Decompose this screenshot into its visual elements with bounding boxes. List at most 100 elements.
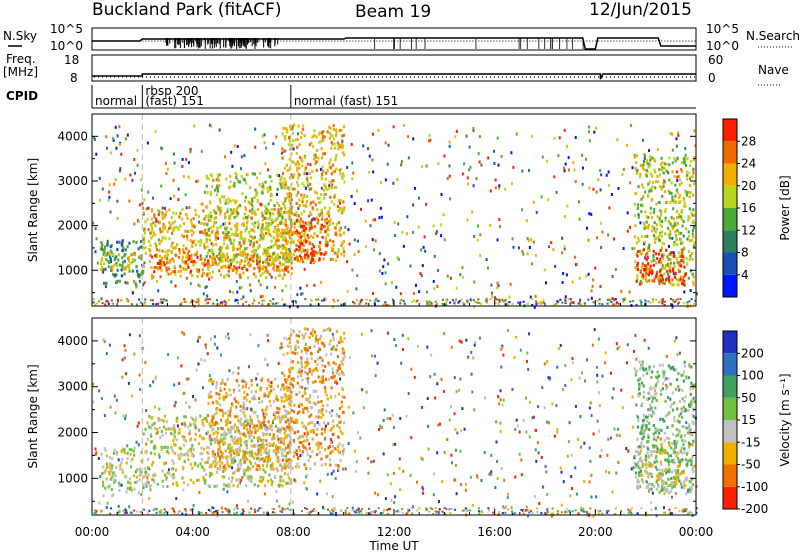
data-cell [256, 262, 258, 265]
data-cell [147, 467, 149, 470]
data-cell [228, 369, 230, 372]
data-cell [652, 301, 654, 303]
data-cell [313, 129, 315, 132]
data-cell [403, 124, 405, 127]
data-cell [285, 183, 287, 186]
data-cell [110, 469, 112, 472]
data-cell [149, 254, 151, 257]
data-cell [634, 203, 636, 206]
data-cell [378, 129, 380, 132]
data-cell [206, 177, 208, 180]
data-cell [311, 259, 313, 262]
nsearch-tick-top: 10^5 [706, 22, 739, 36]
data-cell [226, 259, 228, 262]
data-cell [359, 437, 361, 440]
data-cell [282, 253, 284, 256]
data-cell [119, 280, 121, 283]
data-cell [670, 298, 672, 300]
data-cell [138, 443, 140, 446]
data-cell [367, 457, 369, 460]
data-cell [281, 484, 283, 487]
data-cell [124, 349, 126, 352]
data-cell [280, 186, 282, 189]
data-cell [306, 200, 308, 203]
data-cell [110, 245, 112, 248]
data-cell [685, 421, 687, 424]
data-cell [653, 208, 655, 211]
data-cell [268, 262, 270, 265]
data-cell [373, 248, 375, 251]
data-cell [212, 461, 214, 464]
data-cell [591, 297, 593, 300]
data-cell [477, 225, 479, 228]
data-cell [186, 378, 188, 381]
data-cell [410, 368, 412, 371]
data-cell [571, 487, 573, 490]
data-cell [206, 419, 208, 422]
data-cell [310, 252, 312, 255]
data-cell [666, 270, 668, 273]
data-cell [662, 185, 664, 188]
data-cell [214, 456, 216, 459]
data-cell [246, 428, 248, 431]
data-cell [314, 191, 316, 194]
data-cell [570, 475, 572, 478]
data-cell [335, 131, 337, 134]
data-cell [156, 280, 158, 283]
data-cell [109, 183, 111, 186]
data-cell [681, 224, 683, 227]
data-cell [526, 360, 528, 363]
data-cell [649, 156, 651, 159]
data-cell [402, 348, 404, 351]
data-cell [683, 235, 685, 238]
data-cell [277, 211, 279, 214]
data-cell [168, 208, 170, 211]
data-cell [323, 253, 325, 256]
data-cell [249, 210, 251, 213]
data-cell [143, 198, 145, 201]
data-cell [680, 168, 682, 171]
data-cell [589, 446, 591, 449]
data-cell [201, 458, 203, 461]
data-cell [623, 299, 625, 301]
data-cell [165, 250, 167, 253]
data-cell [259, 203, 261, 206]
data-cell [245, 381, 247, 384]
data-cell [207, 298, 209, 300]
data-cell [229, 200, 231, 203]
data-cell [207, 414, 209, 417]
data-cell [231, 466, 233, 469]
data-cell [653, 234, 655, 237]
data-cell [640, 164, 642, 167]
data-cell [261, 426, 263, 429]
data-cell [476, 474, 478, 477]
data-cell [443, 213, 445, 216]
data-cell [249, 243, 251, 246]
data-cell [478, 152, 480, 155]
data-cell [187, 263, 189, 266]
data-cell [248, 436, 250, 439]
data-cell [166, 485, 168, 488]
data-cell [254, 221, 256, 224]
data-cell [325, 353, 327, 356]
data-cell [304, 432, 306, 435]
data-cell [377, 362, 379, 365]
data-cell [278, 269, 280, 272]
data-cell [265, 456, 267, 459]
data-cell [498, 402, 500, 405]
data-cell [489, 224, 491, 227]
data-cell [393, 426, 395, 429]
data-cell [186, 206, 188, 209]
data-cell [174, 162, 176, 165]
data-cell [121, 256, 123, 259]
data-cell [502, 354, 504, 357]
data-cell [354, 238, 356, 241]
y-tick-label: 4000 [57, 129, 88, 143]
data-cell [310, 222, 312, 225]
data-cell [438, 500, 440, 503]
data-cell [333, 470, 335, 473]
data-cell [164, 216, 166, 219]
data-cell [499, 301, 501, 303]
data-cell [261, 215, 263, 218]
data-cell [562, 272, 564, 275]
